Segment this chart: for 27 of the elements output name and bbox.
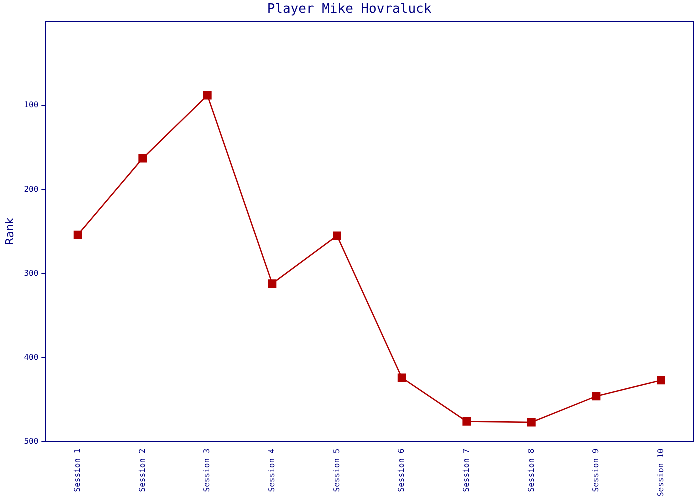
y-tick-label: 500 <box>24 436 39 446</box>
point <box>592 392 601 401</box>
point <box>203 91 212 100</box>
point <box>398 374 406 382</box>
point <box>74 230 82 240</box>
point <box>462 417 472 426</box>
y-tick-label: 300 <box>24 268 39 278</box>
point <box>657 376 666 385</box>
x-tick-label: Session 8 <box>526 448 536 492</box>
chart-title: Player Mike Hovraluck <box>267 2 432 18</box>
x-tick-label: Session 10 <box>656 448 666 498</box>
x-tick-label: Session 9 <box>592 448 601 492</box>
point <box>268 280 277 288</box>
y-tick-label: 400 <box>24 352 39 362</box>
point <box>528 418 536 427</box>
x-tick-label: Session 2 <box>138 448 147 492</box>
x-tick-label: Session 4 <box>268 448 277 492</box>
x-tick-label: Session 5 <box>332 448 342 492</box>
point <box>138 154 148 163</box>
point <box>333 232 342 240</box>
y-tick-label: 100 <box>24 100 39 110</box>
y-tick-label: 200 <box>24 184 39 194</box>
x-tick-label: Session 7 <box>462 448 471 492</box>
x-tick-label: Session 6 <box>397 448 406 492</box>
y-axis-title: Rank <box>3 217 16 246</box>
x-tick-label: Session 1 <box>73 448 82 492</box>
x-tick-label: Session 3 <box>202 448 212 492</box>
